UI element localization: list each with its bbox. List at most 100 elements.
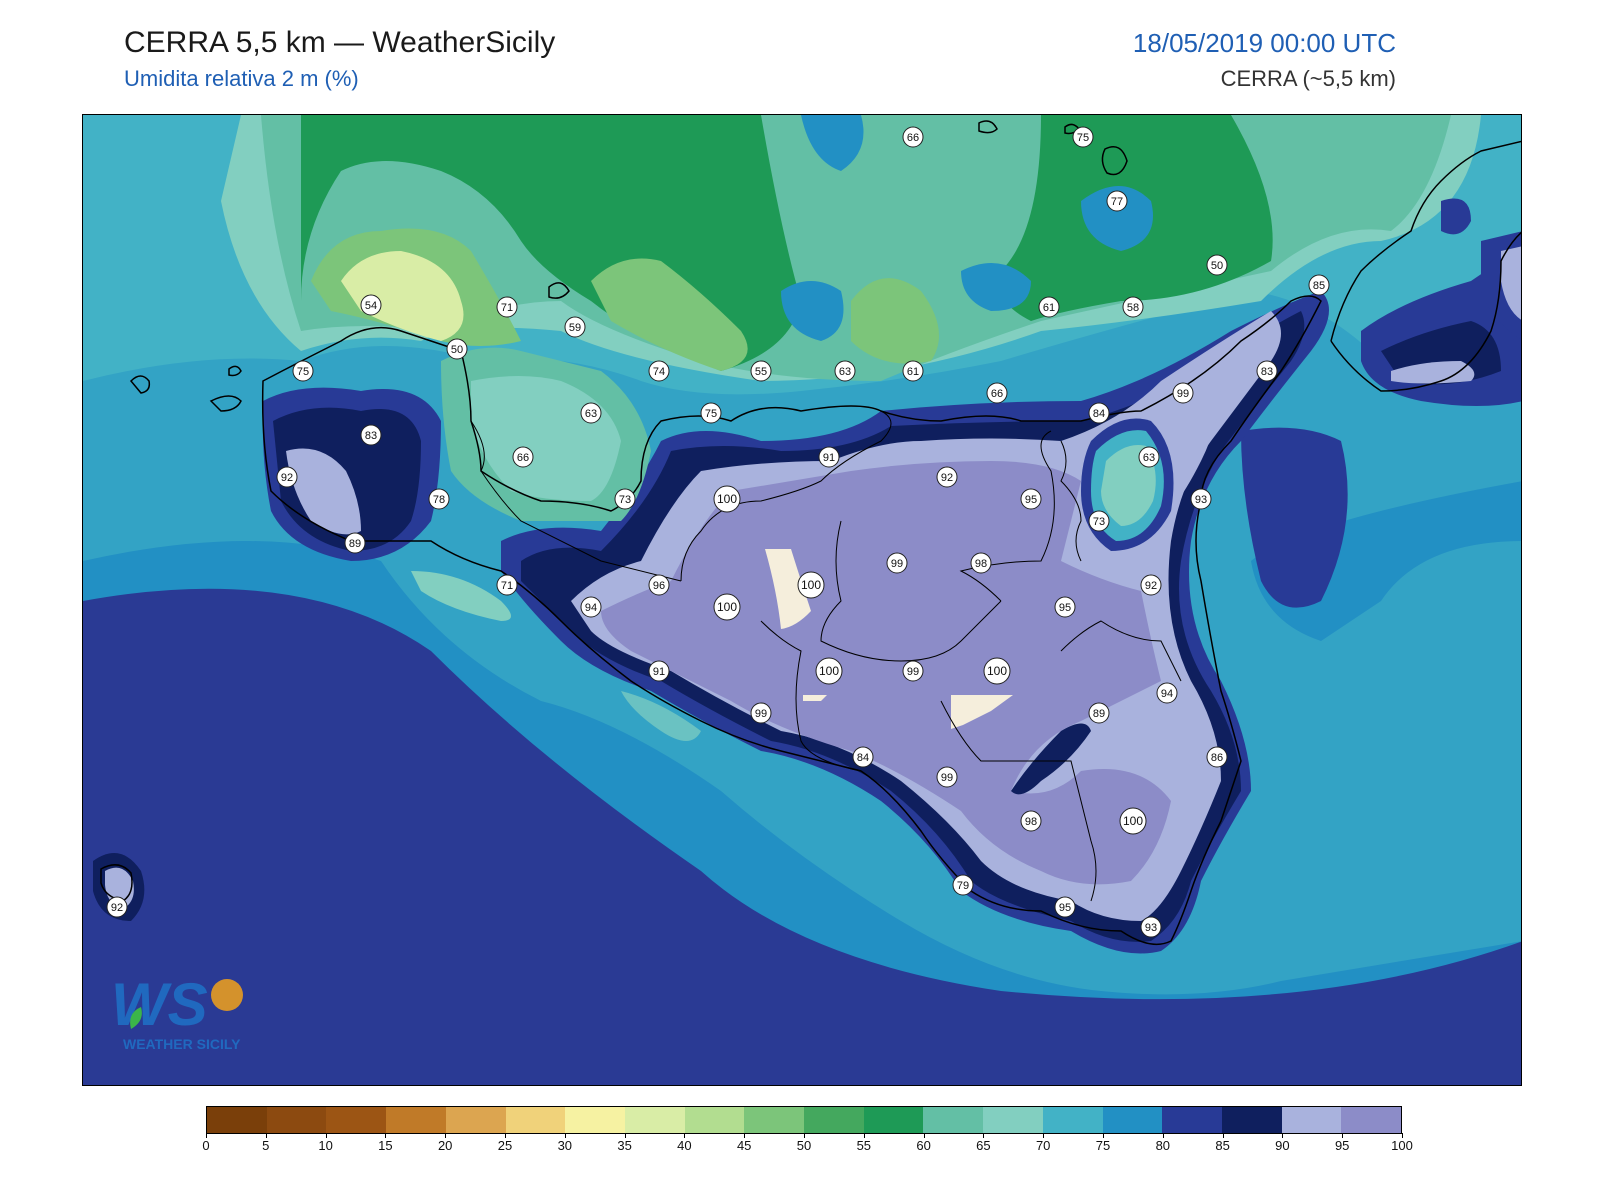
station-marker: 54 xyxy=(360,294,382,316)
colorbar-tick-label: 0 xyxy=(202,1138,210,1153)
colorbar-tick-mark xyxy=(744,1133,746,1138)
station-marker: 63 xyxy=(580,402,602,424)
colorbar-tick-label: 35 xyxy=(617,1138,632,1153)
border-catania-siracusa xyxy=(1060,620,1182,682)
station-circle xyxy=(1072,126,1094,148)
station-value: 59 xyxy=(569,322,581,334)
station-value: 84 xyxy=(857,752,869,764)
island-marettimo xyxy=(129,375,151,394)
station-marker: 85 xyxy=(1308,274,1330,296)
station-marker: 94 xyxy=(1156,682,1178,704)
ionian-patch xyxy=(1241,427,1348,608)
colorbar-tick-mark xyxy=(1342,1133,1344,1138)
station-circle xyxy=(750,702,772,724)
border-caltanissetta-enna xyxy=(820,520,1002,662)
station-circle xyxy=(1308,274,1330,296)
colorbar-segment xyxy=(207,1107,267,1133)
station-circle xyxy=(428,488,450,510)
border-enna-catania xyxy=(959,430,1055,602)
station-circle xyxy=(818,446,840,468)
south-coast-65 xyxy=(411,571,511,621)
station-circle xyxy=(564,316,586,338)
station-value: 63 xyxy=(1143,452,1155,464)
island-pantelleria xyxy=(100,864,133,902)
colorbar-tick-mark xyxy=(564,1133,566,1138)
station-marker: 79 xyxy=(952,874,974,896)
station-marker: 95 xyxy=(1054,596,1076,618)
station-marker: 59 xyxy=(564,316,586,338)
north-band-40 xyxy=(341,251,464,341)
station-marker: 99 xyxy=(886,552,908,574)
station-value: 92 xyxy=(941,472,953,484)
station-circle xyxy=(1054,596,1076,618)
station-circle xyxy=(580,596,602,618)
station-value: 98 xyxy=(1025,816,1037,828)
station-marker: 78 xyxy=(428,488,450,510)
station-value: 86 xyxy=(1211,752,1223,764)
station-circle xyxy=(648,660,670,682)
station-value: 96 xyxy=(653,580,665,592)
station-value: 89 xyxy=(349,538,361,550)
colorbar-tick-mark xyxy=(983,1133,985,1138)
station-circle xyxy=(886,552,908,574)
station-circle xyxy=(700,402,722,424)
colorbar-segment xyxy=(1102,1107,1163,1133)
station-value: 100 xyxy=(987,664,1007,678)
station-value: 74 xyxy=(653,366,665,378)
station-marker: 95 xyxy=(1054,896,1076,918)
station-value: 63 xyxy=(585,408,597,420)
station-value: 99 xyxy=(941,772,953,784)
station-value: 73 xyxy=(1093,516,1105,528)
station-value: 75 xyxy=(1077,132,1089,144)
colorbar-tick-label: 50 xyxy=(796,1138,812,1153)
station-marker: 74 xyxy=(648,360,670,382)
station-value: 93 xyxy=(1195,494,1207,506)
station-circle xyxy=(983,657,1011,685)
colorbar-tick-label: 20 xyxy=(437,1138,453,1153)
colorbar-segment xyxy=(505,1107,566,1133)
station-circle xyxy=(713,593,741,621)
station-marker: 100 xyxy=(1119,807,1147,835)
station-value: 75 xyxy=(705,408,717,420)
colorbar-tick-label: 30 xyxy=(557,1138,573,1153)
station-circle xyxy=(936,766,958,788)
station-value: 98 xyxy=(975,558,987,570)
station-marker: 86 xyxy=(1206,746,1228,768)
colorbar-tick-label: 10 xyxy=(318,1138,333,1153)
colorbar-tick-mark xyxy=(445,1133,447,1138)
station-marker: 61 xyxy=(1038,296,1060,318)
station-value: 73 xyxy=(619,494,631,506)
station-value: 91 xyxy=(823,452,835,464)
border-palermo-agrigento xyxy=(680,410,892,582)
station-marker: 89 xyxy=(1088,702,1110,724)
southeast-90-streak xyxy=(1011,723,1091,795)
colorbar-segment xyxy=(266,1107,327,1133)
station-circle xyxy=(1054,896,1076,918)
north-patch-75 xyxy=(781,281,844,341)
colorbar-tick-mark xyxy=(325,1133,327,1138)
colorbar-segment xyxy=(684,1107,745,1133)
etna-band-65 xyxy=(1101,445,1156,526)
humidity-map: 66 75 77 50 85 54 71 59 61 58 50 75 74 55 63 61 83 66 99 83… xyxy=(82,114,1522,1086)
station-marker: 55 xyxy=(750,360,772,382)
station-circle xyxy=(1020,488,1042,510)
colorbar-tick-mark xyxy=(1402,1133,1403,1138)
sicily-coastline xyxy=(261,295,1322,946)
colorbar-segment xyxy=(386,1107,446,1133)
station-circle xyxy=(902,660,924,682)
station-circle xyxy=(496,574,518,596)
station-circle xyxy=(1038,296,1060,318)
island-alicudi xyxy=(978,120,998,134)
colorbar-tick-label: 80 xyxy=(1155,1138,1171,1153)
station-marker: 91 xyxy=(648,660,670,682)
station-value: 92 xyxy=(281,472,293,484)
colorbar-tick-label: 60 xyxy=(916,1138,931,1153)
island-levanzo xyxy=(228,365,242,377)
colorbar-tick-mark xyxy=(385,1133,387,1138)
colorbar-tick-label: 75 xyxy=(1095,1138,1111,1153)
station-value: 75 xyxy=(297,366,309,378)
station-circle xyxy=(1140,574,1162,596)
station-value: 100 xyxy=(1123,814,1143,828)
station-circle xyxy=(1256,360,1278,382)
colorbar-segment xyxy=(863,1107,924,1133)
